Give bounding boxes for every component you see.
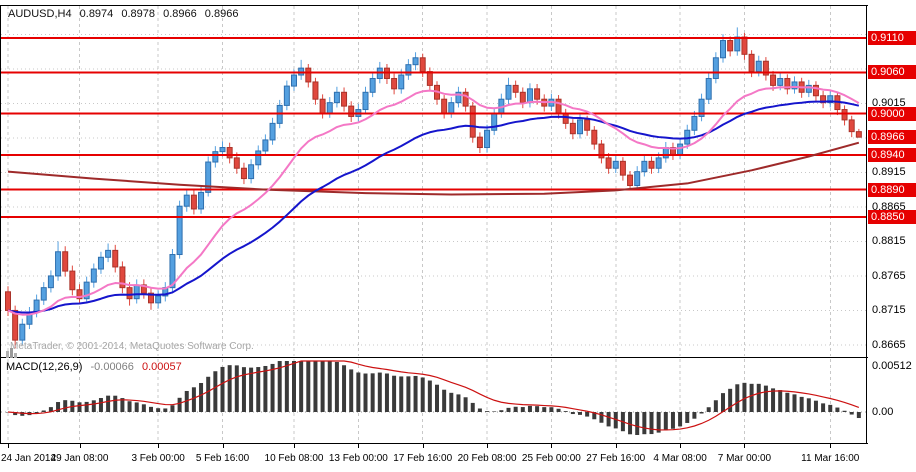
macd-axis-label: 0.00512 [872,360,912,372]
macd-indicator-label: MACD(12,26,9) -0.00066 0.00057 [6,361,187,373]
close-value: 0.8966 [204,8,239,20]
time-tick [8,444,9,448]
level-price-label: 0.9000 [868,106,916,121]
time-tick [551,444,553,448]
time-tick [422,444,424,448]
time-axis-label: 24 Jan 2014 [1,453,57,464]
time-tick [487,444,489,448]
watermark-text: MetaTrader, © 2001-2014, MetaQuotes Soft… [10,341,254,352]
price-tick-label: 0.9015 [872,97,906,110]
macd-main-value: -0.00066 [90,361,134,373]
open-value: 0.8974 [79,8,114,20]
level-price-label: 0.8940 [868,148,916,163]
low-value: 0.8966 [163,8,197,20]
price-tick-label: 0.8815 [872,235,906,248]
price-tick-label: 0.8665 [872,338,906,351]
time-axis-label: 17 Feb 16:00 [393,453,453,464]
price-axis[interactable]: 0.9015 0.8915 0.8865 0.8815 0.8765 0.8715 0.86… [868,0,916,472]
level-price-label: 0.9060 [868,65,916,80]
macd-name: MACD(12,26,9) [6,361,83,373]
time-tick [830,444,832,448]
price-tick-label: 0.8915 [872,166,906,179]
time-tick [158,444,160,448]
time-tick [680,444,682,448]
time-axis-label: 4 Mar 08:00 [653,453,707,464]
level-price-label: 0.8850 [868,210,916,225]
level-price-label: 0.9110 [868,30,916,45]
time-tick [744,444,746,448]
time-axis-label: 10 Feb 08:00 [264,453,324,464]
time-axis[interactable]: 24 Jan 2014 29 Jan 08:00 3 Feb 00:00 5 Feb … [0,444,868,472]
macd-pane[interactable] [0,358,868,444]
price-tick-label: 0.8865 [872,200,906,213]
price-tick-label: 0.8765 [872,269,906,282]
price-tick-label: 0.8715 [872,304,906,317]
symbol-timeframe-label: AUDUSD,H4 [8,8,72,20]
macd-signal-value: 0.00057 [141,361,182,373]
time-axis-label: 27 Feb 16:00 [586,453,646,464]
high-value: 0.8978 [121,8,156,20]
main-chart-pane[interactable] [0,0,868,358]
time-axis-label: 20 Feb 08:00 [457,453,517,464]
time-axis-label: 13 Feb 00:00 [328,453,388,464]
time-axis-label: 25 Feb 00:00 [521,453,581,464]
time-axis-label: 3 Feb 00:00 [131,453,185,464]
time-axis-label: 7 Mar 00:00 [717,453,772,464]
time-axis-label: 11 Mar 16:00 [801,453,860,464]
macd-axis-label: 0.00 [872,406,894,418]
time-tick [222,444,224,448]
time-axis-label: 5 Feb 16:00 [195,453,250,464]
time-axis-label: 29 Jan 08:00 [50,453,109,464]
chart-ohlc-header: AUDUSD,H4 0.8974 0.8978 0.8966 0.8966 [8,8,243,20]
time-tick [294,444,295,448]
time-tick [79,444,81,448]
level-price-label: 0.8890 [868,182,916,197]
current-price-label: 0.8966 [868,130,916,145]
time-tick [615,444,617,448]
time-tick [358,444,360,448]
watermark: MetaTrader, © 2001-2014, MetaQuotes Soft… [6,341,254,358]
